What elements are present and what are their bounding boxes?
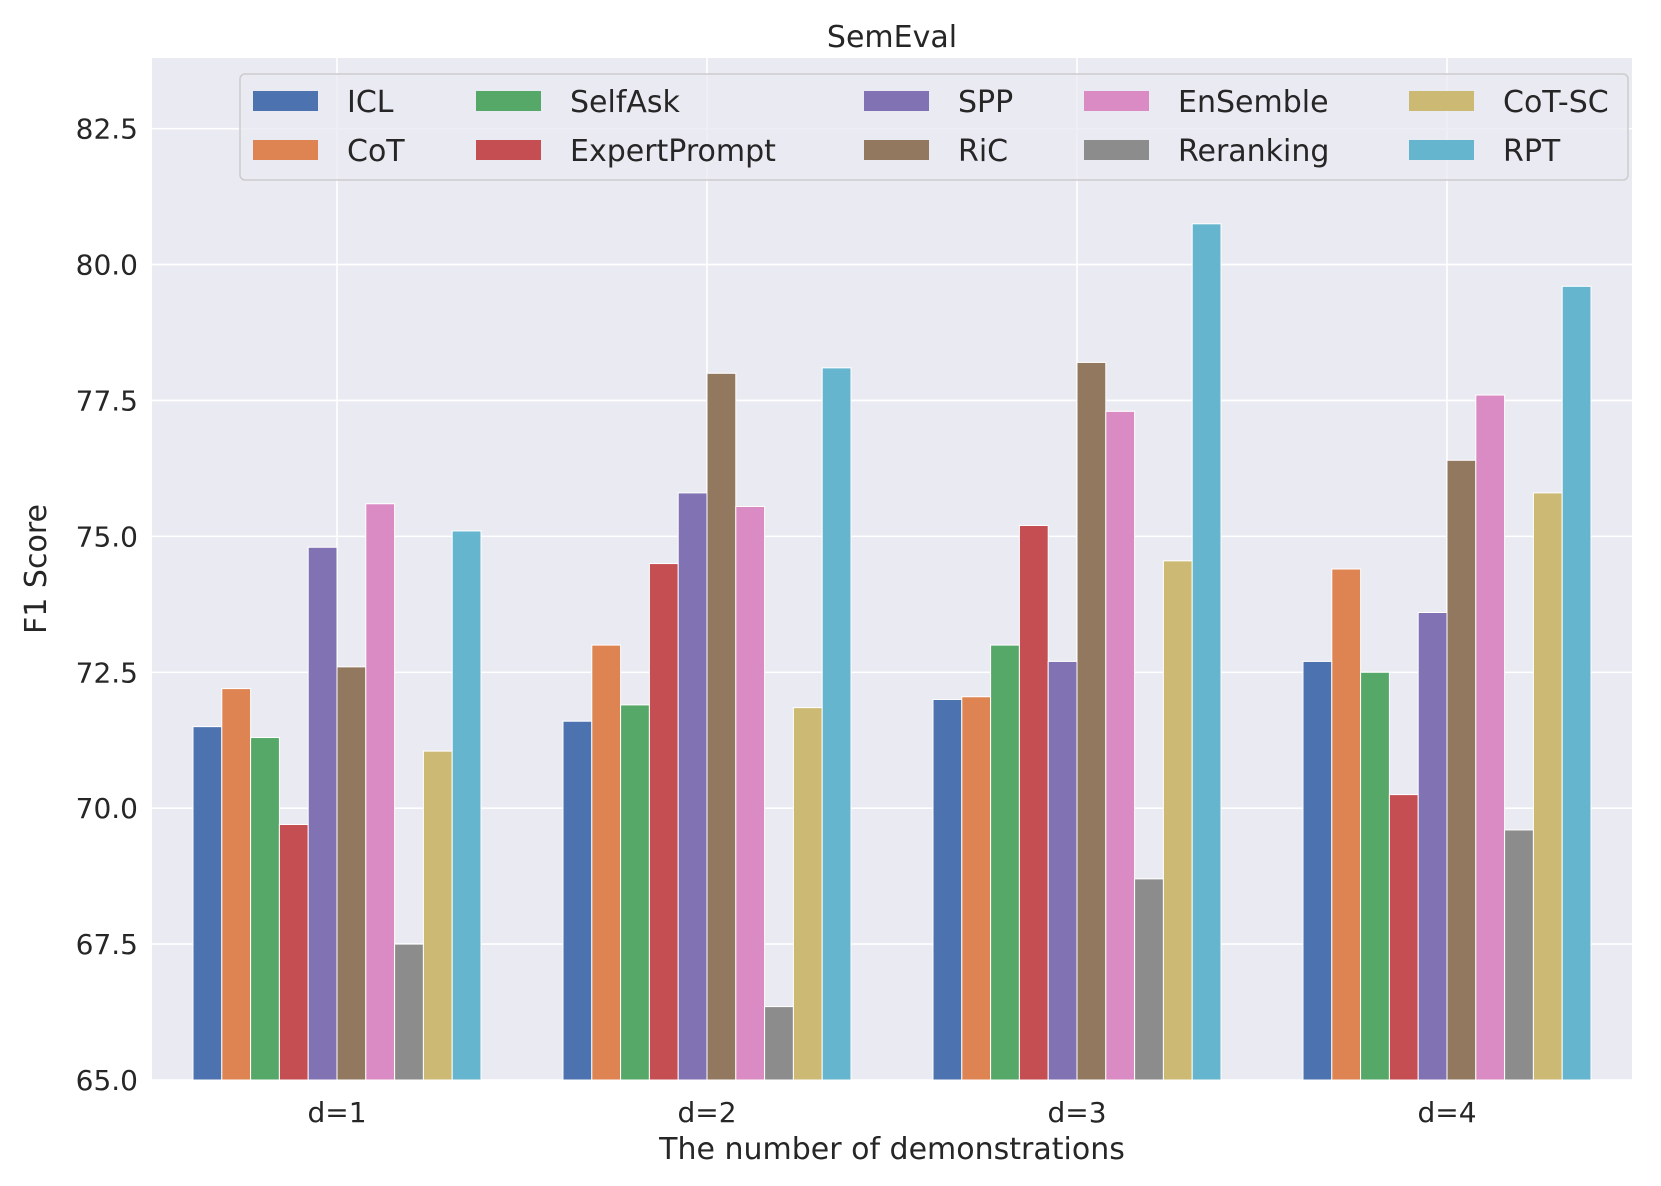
bar-spp-d3 — [1047, 660, 1078, 1081]
bar-cot-sc-d1 — [422, 750, 453, 1081]
legend-label-cot: CoT — [347, 134, 405, 169]
y-tick-label: 65.0 — [76, 1064, 138, 1097]
y-tick-label: 82.5 — [76, 113, 138, 146]
bar-rpt-d4 — [1561, 285, 1592, 1081]
x-tick-label: d=3 — [1047, 1096, 1106, 1129]
x-tick-label: d=4 — [1417, 1096, 1476, 1129]
legend-swatch-rpt — [1409, 140, 1474, 160]
legend-label-icl: ICL — [347, 85, 394, 120]
bar-spp-d2 — [677, 492, 708, 1081]
legend-label-ensemble: EnSemble — [1178, 85, 1329, 120]
bar-ric-d2 — [706, 372, 737, 1081]
legend-swatch-cot-sc — [1409, 91, 1474, 111]
legend-frame — [239, 73, 1629, 181]
bar-icl-d1 — [192, 726, 223, 1081]
bar-spp-d4 — [1417, 611, 1448, 1081]
bar-reranking-d2 — [764, 1006, 794, 1081]
bar-ensemble-d4 — [1475, 394, 1506, 1081]
legend: ICL CoT SelfAsk ExpertPrompt SPP RiC EnSemble R… — [239, 73, 1629, 181]
y-tick-label: 77.5 — [76, 384, 138, 417]
bar-rpt-d3 — [1191, 223, 1222, 1081]
bar-spp-d1 — [307, 546, 338, 1081]
bar-ric-d4 — [1446, 459, 1477, 1081]
bar-cot-sc-d2 — [792, 707, 823, 1081]
legend-swatch-cot — [253, 140, 318, 160]
bar-reranking-d3 — [1134, 878, 1164, 1081]
bar-cot-d1 — [221, 688, 252, 1081]
legend-swatch-icl — [253, 91, 318, 111]
bar-reranking-d4 — [1504, 829, 1534, 1081]
chart-title: SemEval — [827, 20, 957, 55]
x-axis-label: The number of demonstrations — [658, 1132, 1125, 1167]
bar-icl-d4 — [1302, 660, 1333, 1081]
y-tick-label: 80.0 — [76, 249, 138, 282]
bar-rpt-d2 — [821, 367, 852, 1081]
bar-cot-d2 — [591, 644, 622, 1081]
bar-expertprompt-d3 — [1018, 525, 1049, 1081]
legend-swatch-ensemble — [1084, 91, 1149, 111]
bar-cot-d3 — [961, 696, 992, 1081]
bar-ensemble-d1 — [365, 503, 396, 1081]
bar-cot-sc-d4 — [1532, 492, 1563, 1081]
bar-expertprompt-d2 — [648, 563, 679, 1081]
x-tick-label: d=1 — [307, 1096, 366, 1129]
bar-expertprompt-d1 — [278, 824, 309, 1081]
bar-cot-sc-d3 — [1162, 560, 1193, 1081]
y-tick-label: 75.0 — [76, 520, 138, 553]
legend-label-selfask: SelfAsk — [570, 85, 681, 120]
bar-ensemble-d3 — [1105, 410, 1136, 1081]
y-axis-label: F1 Score — [19, 504, 54, 634]
x-axis-ticks: d=1 d=2 d=3 d=4 — [307, 1096, 1476, 1129]
legend-label-spp: SPP — [958, 85, 1013, 120]
bar-selfask-d3 — [990, 644, 1020, 1081]
bar-selfask-d2 — [620, 704, 650, 1081]
legend-label-cot-sc: CoT-SC — [1503, 85, 1609, 120]
bar-selfask-d4 — [1360, 671, 1390, 1081]
y-tick-label: 72.5 — [76, 656, 138, 689]
bar-cot-d4 — [1331, 568, 1362, 1081]
bar-ensemble-d2 — [735, 505, 766, 1081]
legend-label-ric: RiC — [958, 134, 1008, 169]
legend-label-rpt: RPT — [1503, 134, 1561, 169]
bar-expertprompt-d4 — [1388, 794, 1419, 1081]
bar-ric-d1 — [336, 666, 367, 1081]
y-axis-ticks: 65.0 67.5 70.0 72.5 75.0 77.5 80.0 82.5 — [76, 113, 138, 1097]
x-tick-label: d=2 — [677, 1096, 736, 1129]
legend-swatch-expertprompt — [476, 140, 541, 160]
bar-reranking-d1 — [394, 943, 424, 1081]
legend-label-expertprompt: ExpertPrompt — [570, 134, 776, 169]
legend-swatch-ric — [864, 140, 929, 160]
y-tick-label: 70.0 — [76, 792, 138, 825]
legend-swatch-spp — [864, 91, 929, 111]
bar-icl-d2 — [562, 720, 593, 1081]
bar-ric-d3 — [1076, 361, 1107, 1081]
bar-rpt-d1 — [451, 530, 482, 1081]
legend-swatch-reranking — [1084, 140, 1149, 160]
legend-label-reranking: Reranking — [1178, 134, 1329, 169]
bars — [192, 223, 1592, 1081]
y-tick-label: 67.5 — [76, 928, 138, 961]
legend-swatch-selfask — [476, 91, 541, 111]
bar-selfask-d1 — [250, 737, 280, 1081]
bar-icl-d3 — [932, 698, 963, 1081]
